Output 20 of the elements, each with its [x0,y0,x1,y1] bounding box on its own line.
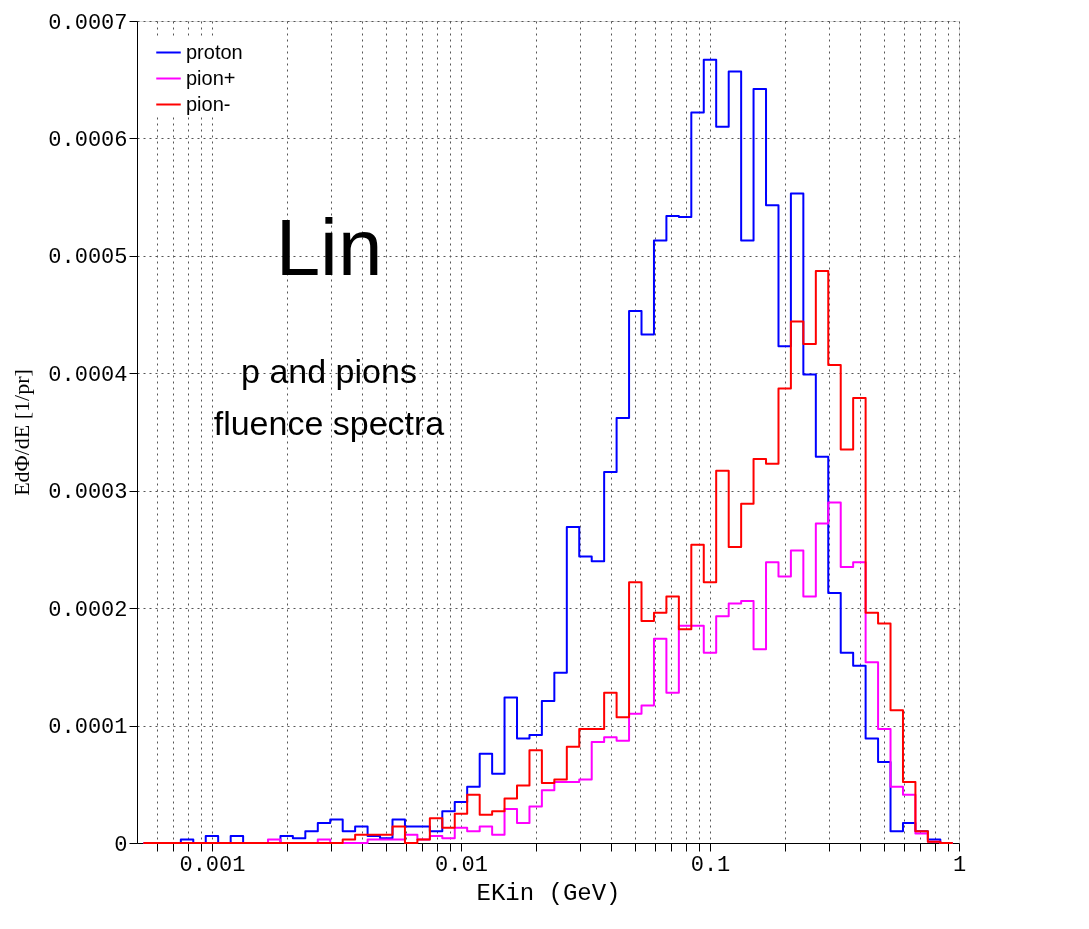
y-tick-label: 0.0001 [48,715,128,741]
annotation: fluence spectra [213,404,445,442]
x-tick-label: 1 [952,852,967,878]
legend-label: pion+ [186,66,236,89]
x-axis-title: EKin (GeV) [476,879,621,907]
y-tick-label: 0.0005 [48,245,128,271]
y-axis-title: EdΦ/dE [1/pr] [9,369,35,496]
y-tick-label: 0.0002 [48,597,128,623]
annotation: p and pions [241,352,417,390]
legend-label: proton [186,40,243,63]
y-tick-label: 0 [114,832,128,858]
y-tick-label: 0.0003 [48,480,128,506]
y-tick-label: 0.0007 [48,10,128,36]
y-tick-label: 0.0004 [48,362,128,388]
legend-label: pion- [186,92,231,115]
annotation: Lin [275,203,383,292]
x-tick-label: 0.01 [435,852,488,878]
y-tick-label: 0.0006 [48,127,128,153]
x-tick-label: 0.001 [179,852,246,878]
x-tick-label: 0.1 [690,852,731,878]
